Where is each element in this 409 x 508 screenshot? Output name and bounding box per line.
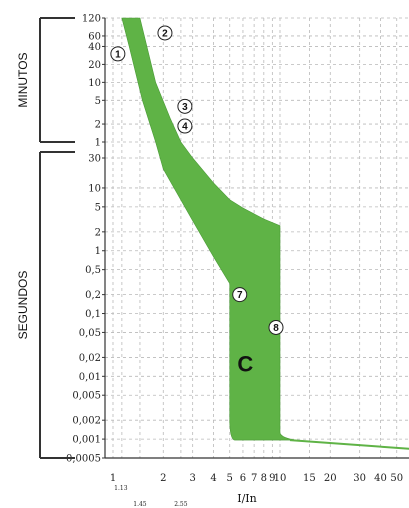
y-tick-label: 5 bbox=[95, 202, 101, 213]
marker-3-circle bbox=[177, 98, 193, 114]
axes bbox=[104, 18, 409, 459]
y-tick-label: 60 bbox=[88, 31, 101, 42]
y-tick-label: 40 bbox=[88, 42, 101, 53]
marker-8-circle bbox=[268, 319, 284, 335]
trip-band bbox=[121, 17, 297, 441]
curve-label: C bbox=[237, 351, 253, 376]
x-sub-tick-label: 1.45 bbox=[133, 501, 147, 508]
unit-brackets: MINUTOS SEGUNDOS bbox=[16, 17, 75, 459]
x-tick-label: 50 bbox=[390, 473, 403, 484]
y-tick-label: 0,005 bbox=[72, 391, 101, 402]
marker-2-circle bbox=[157, 25, 173, 41]
x-tick-label: 9 bbox=[269, 473, 275, 484]
trip-band-area bbox=[121, 17, 409, 450]
x-tick-label: 15 bbox=[303, 473, 316, 484]
marker-1-circle bbox=[110, 46, 126, 62]
x-tick-label: 40 bbox=[374, 473, 387, 484]
x-tick-label: 4 bbox=[210, 473, 216, 484]
marker-2-label: 2 bbox=[162, 28, 168, 39]
x-tick-label: 7 bbox=[251, 473, 257, 484]
y-tick-label: 0,2 bbox=[85, 290, 101, 301]
y-tick-label: 1 bbox=[95, 138, 101, 149]
x-tick-label: 2 bbox=[160, 473, 166, 484]
y-tick-label: 30 bbox=[88, 154, 101, 165]
marker-7-circle bbox=[232, 287, 248, 303]
x-sub-tick-label: 1.13 bbox=[114, 485, 128, 492]
x-tick-label: 1 bbox=[110, 473, 116, 484]
marker-1-label: 1 bbox=[115, 49, 121, 60]
marker-3-label: 3 bbox=[182, 102, 188, 113]
y-tick-label: 2 bbox=[95, 120, 101, 131]
y-tick-label: 10 bbox=[88, 183, 101, 194]
y-tick-label: 0,01 bbox=[79, 372, 101, 383]
x-tick-labels: 1 2 3 4 5 6 7 8 910 15 20 30 40 50 1.13 1.45 2.55 bbox=[110, 473, 403, 508]
y-tick-label: 2 bbox=[95, 227, 101, 238]
y-tick-label: 5 bbox=[95, 96, 101, 107]
x-tick-label: 3 bbox=[189, 473, 195, 484]
y-tick-label: 10 bbox=[88, 78, 101, 89]
y-tick-label: 20 bbox=[88, 60, 101, 71]
y-tick-label: 0,002 bbox=[72, 416, 101, 427]
tail-curve bbox=[289, 439, 409, 450]
x-tick-label: 8 bbox=[261, 473, 267, 484]
marker-7-label: 7 bbox=[237, 290, 243, 301]
x-axis-label: I/In bbox=[237, 492, 256, 505]
x-sub-tick-label: 2.55 bbox=[174, 501, 188, 508]
y-tick-label: 0,02 bbox=[79, 353, 101, 364]
x-tick-label: 10 bbox=[274, 473, 287, 484]
marker-8-label: 8 bbox=[273, 323, 279, 334]
y-tick-label: 0,5 bbox=[85, 265, 101, 276]
x-tick-label: 20 bbox=[324, 473, 337, 484]
unit-group-label: SEGUNDOS bbox=[16, 271, 30, 340]
x-tick-label: 5 bbox=[227, 473, 233, 484]
point-markers: 1 2 3 4 7 8 bbox=[110, 25, 284, 335]
y-tick-label: 120 bbox=[82, 14, 101, 25]
y-tick-label: 0,0005 bbox=[66, 454, 101, 465]
marker-4-label: 4 bbox=[182, 122, 188, 133]
y-tick-label: 1 bbox=[95, 246, 101, 257]
y-tick-label: 0,001 bbox=[72, 435, 101, 446]
unit-group-label: MINUTOS bbox=[16, 52, 30, 107]
y-tick-label: 0,05 bbox=[79, 328, 101, 339]
y-tick-label: 0,1 bbox=[85, 309, 101, 320]
x-tick-label: 6 bbox=[240, 473, 246, 484]
x-tick-label: 30 bbox=[353, 473, 366, 484]
marker-4-circle bbox=[177, 118, 193, 134]
